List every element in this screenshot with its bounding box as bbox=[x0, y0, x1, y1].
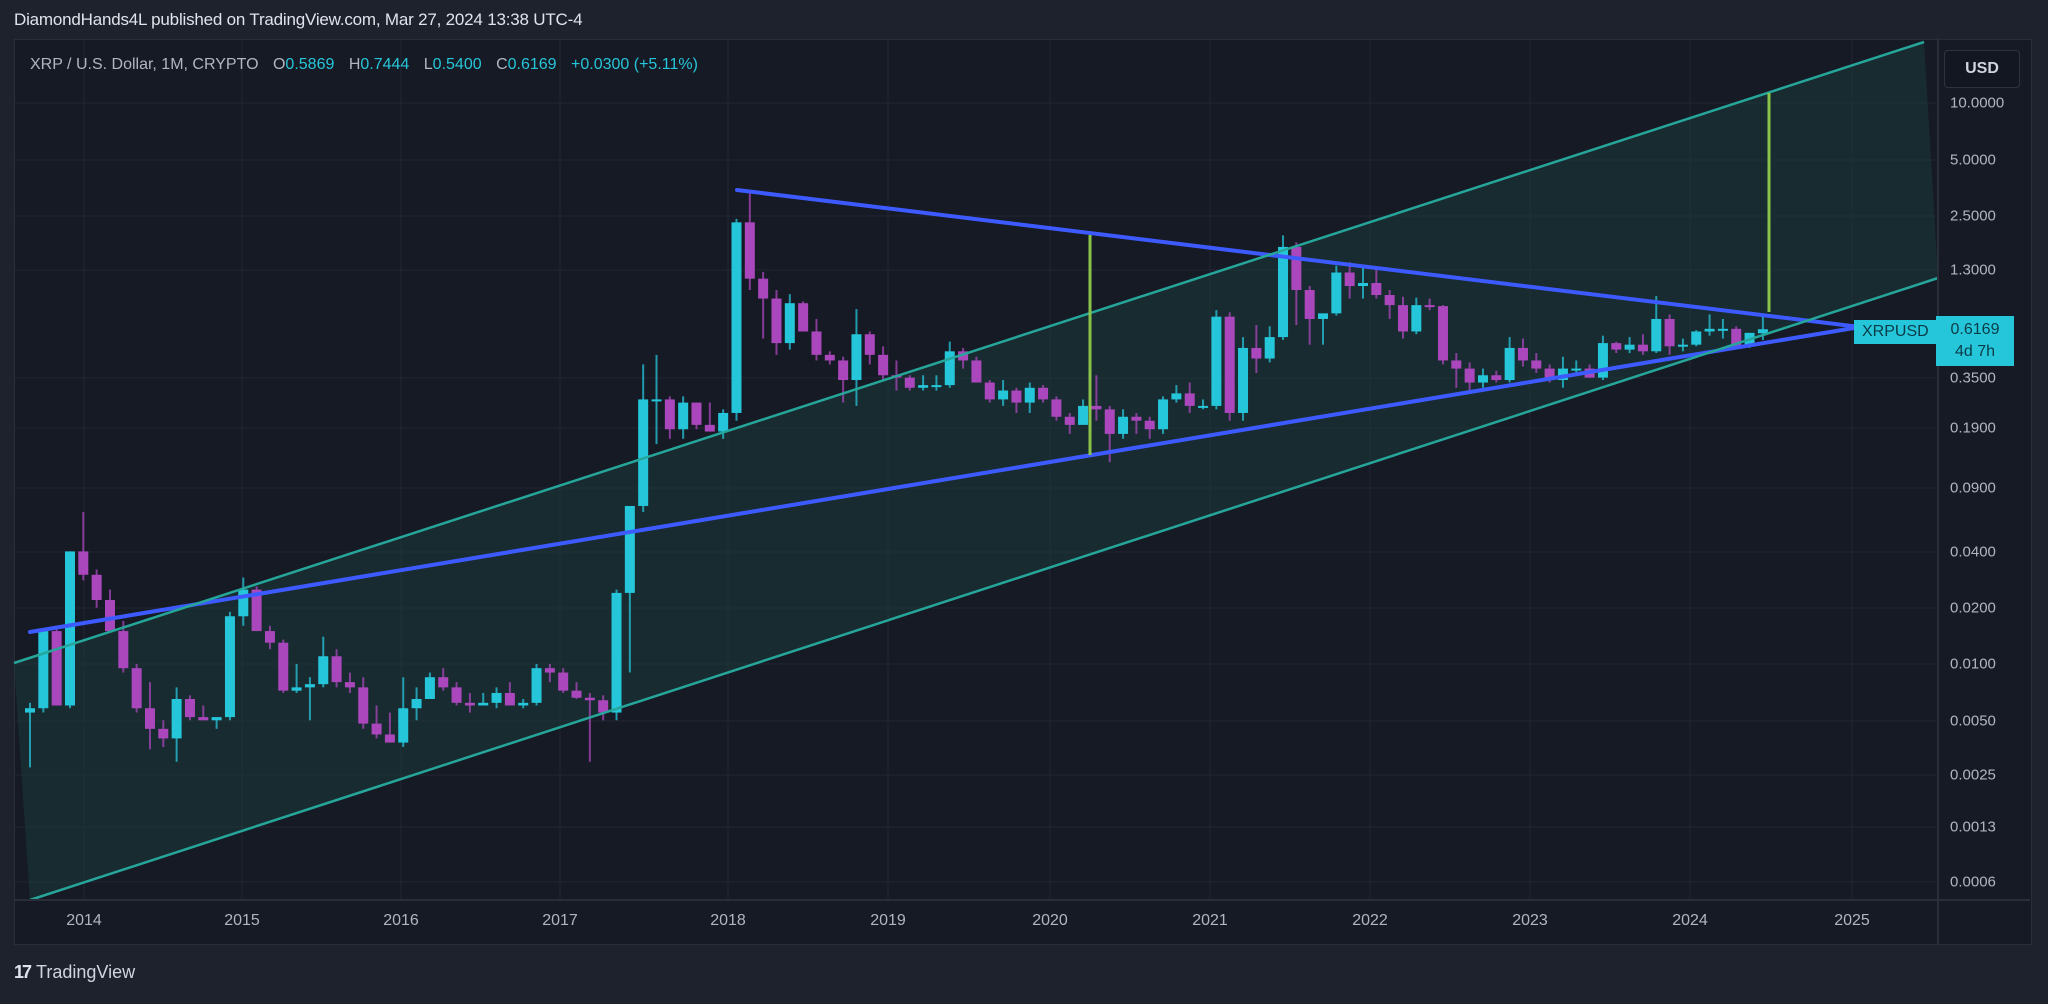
axes-separators bbox=[15, 38, 2030, 945]
open-label: O bbox=[272, 56, 286, 73]
close-label: C bbox=[496, 56, 508, 73]
last-price-value: 0.6169 bbox=[1950, 321, 2000, 338]
price-tick-label: 0.0050 bbox=[1950, 712, 1996, 730]
time-tick-label: 2017 bbox=[542, 912, 578, 929]
rising-channel bbox=[14, 42, 1938, 900]
time-tick-label: 2025 bbox=[1834, 912, 1870, 929]
price-tick-label: 0.0200 bbox=[1950, 599, 1996, 617]
price-tick-label: 0.0006 bbox=[1950, 873, 1996, 891]
low-label: L bbox=[423, 56, 433, 73]
price-tick-label: 0.0400 bbox=[1950, 543, 1996, 561]
time-tick-label: 2015 bbox=[224, 912, 260, 929]
open-value: 0.5869 bbox=[285, 56, 335, 73]
trend-drawings bbox=[13, 40, 1939, 902]
price-tick-label: 0.0100 bbox=[1950, 655, 1996, 673]
price-tick-label: 2.5000 bbox=[1950, 207, 1996, 225]
low-value: 0.5400 bbox=[432, 56, 482, 73]
price-tick-label: 0.0025 bbox=[1950, 766, 1996, 784]
time-tick-label: 2023 bbox=[1512, 912, 1548, 929]
publish-line: DiamondHands4L published on TradingView.… bbox=[14, 10, 583, 29]
time-tick-label: 2020 bbox=[1032, 912, 1068, 929]
high-value: 0.7444 bbox=[360, 56, 410, 73]
price-tick-label: 1.3000 bbox=[1950, 261, 1996, 279]
tradingview-logo[interactable]: 17 TradingView bbox=[14, 962, 135, 983]
high-label: H bbox=[348, 56, 361, 73]
symbol-tag: XRPUSD bbox=[1854, 320, 1937, 344]
price-tick-label: 10.0000 bbox=[1950, 94, 2005, 112]
tradingview-logo-icon: 17 bbox=[14, 962, 32, 982]
last-price-tag: 0.6169 4d 7h bbox=[1936, 316, 2014, 366]
price-tick-label: 0.0013 bbox=[1950, 818, 1996, 836]
price-tick-label: 0.3500 bbox=[1950, 369, 1996, 387]
price-tick-label: 5.0000 bbox=[1950, 151, 1996, 169]
time-tick-label: 2016 bbox=[383, 912, 419, 929]
currency-button[interactable]: USD bbox=[1944, 50, 2020, 88]
tradingview-brand: TradingView bbox=[36, 962, 136, 982]
time-tick-label: 2014 bbox=[66, 912, 102, 929]
symbol-name: XRP / U.S. Dollar, 1M, CRYPTO bbox=[30, 56, 259, 73]
price-tick-label: 0.1900 bbox=[1950, 419, 1996, 437]
candlestick-series bbox=[25, 193, 1768, 768]
time-tick-label: 2021 bbox=[1192, 912, 1228, 929]
time-tick-label: 2019 bbox=[870, 912, 906, 929]
symbol-legend[interactable]: XRP / U.S. Dollar, 1M, CRYPTO O0.5869 H0… bbox=[30, 56, 698, 74]
price-tick-label: 0.0900 bbox=[1950, 479, 1996, 497]
time-tick-label: 2018 bbox=[710, 912, 746, 929]
bar-countdown: 4d 7h bbox=[1954, 343, 1996, 360]
close-value: 0.6169 bbox=[507, 56, 557, 73]
time-tick-label: 2022 bbox=[1352, 912, 1388, 929]
change-value: +0.0300 (+5.11%) bbox=[571, 56, 698, 73]
time-tick-label: 2024 bbox=[1672, 912, 1708, 929]
